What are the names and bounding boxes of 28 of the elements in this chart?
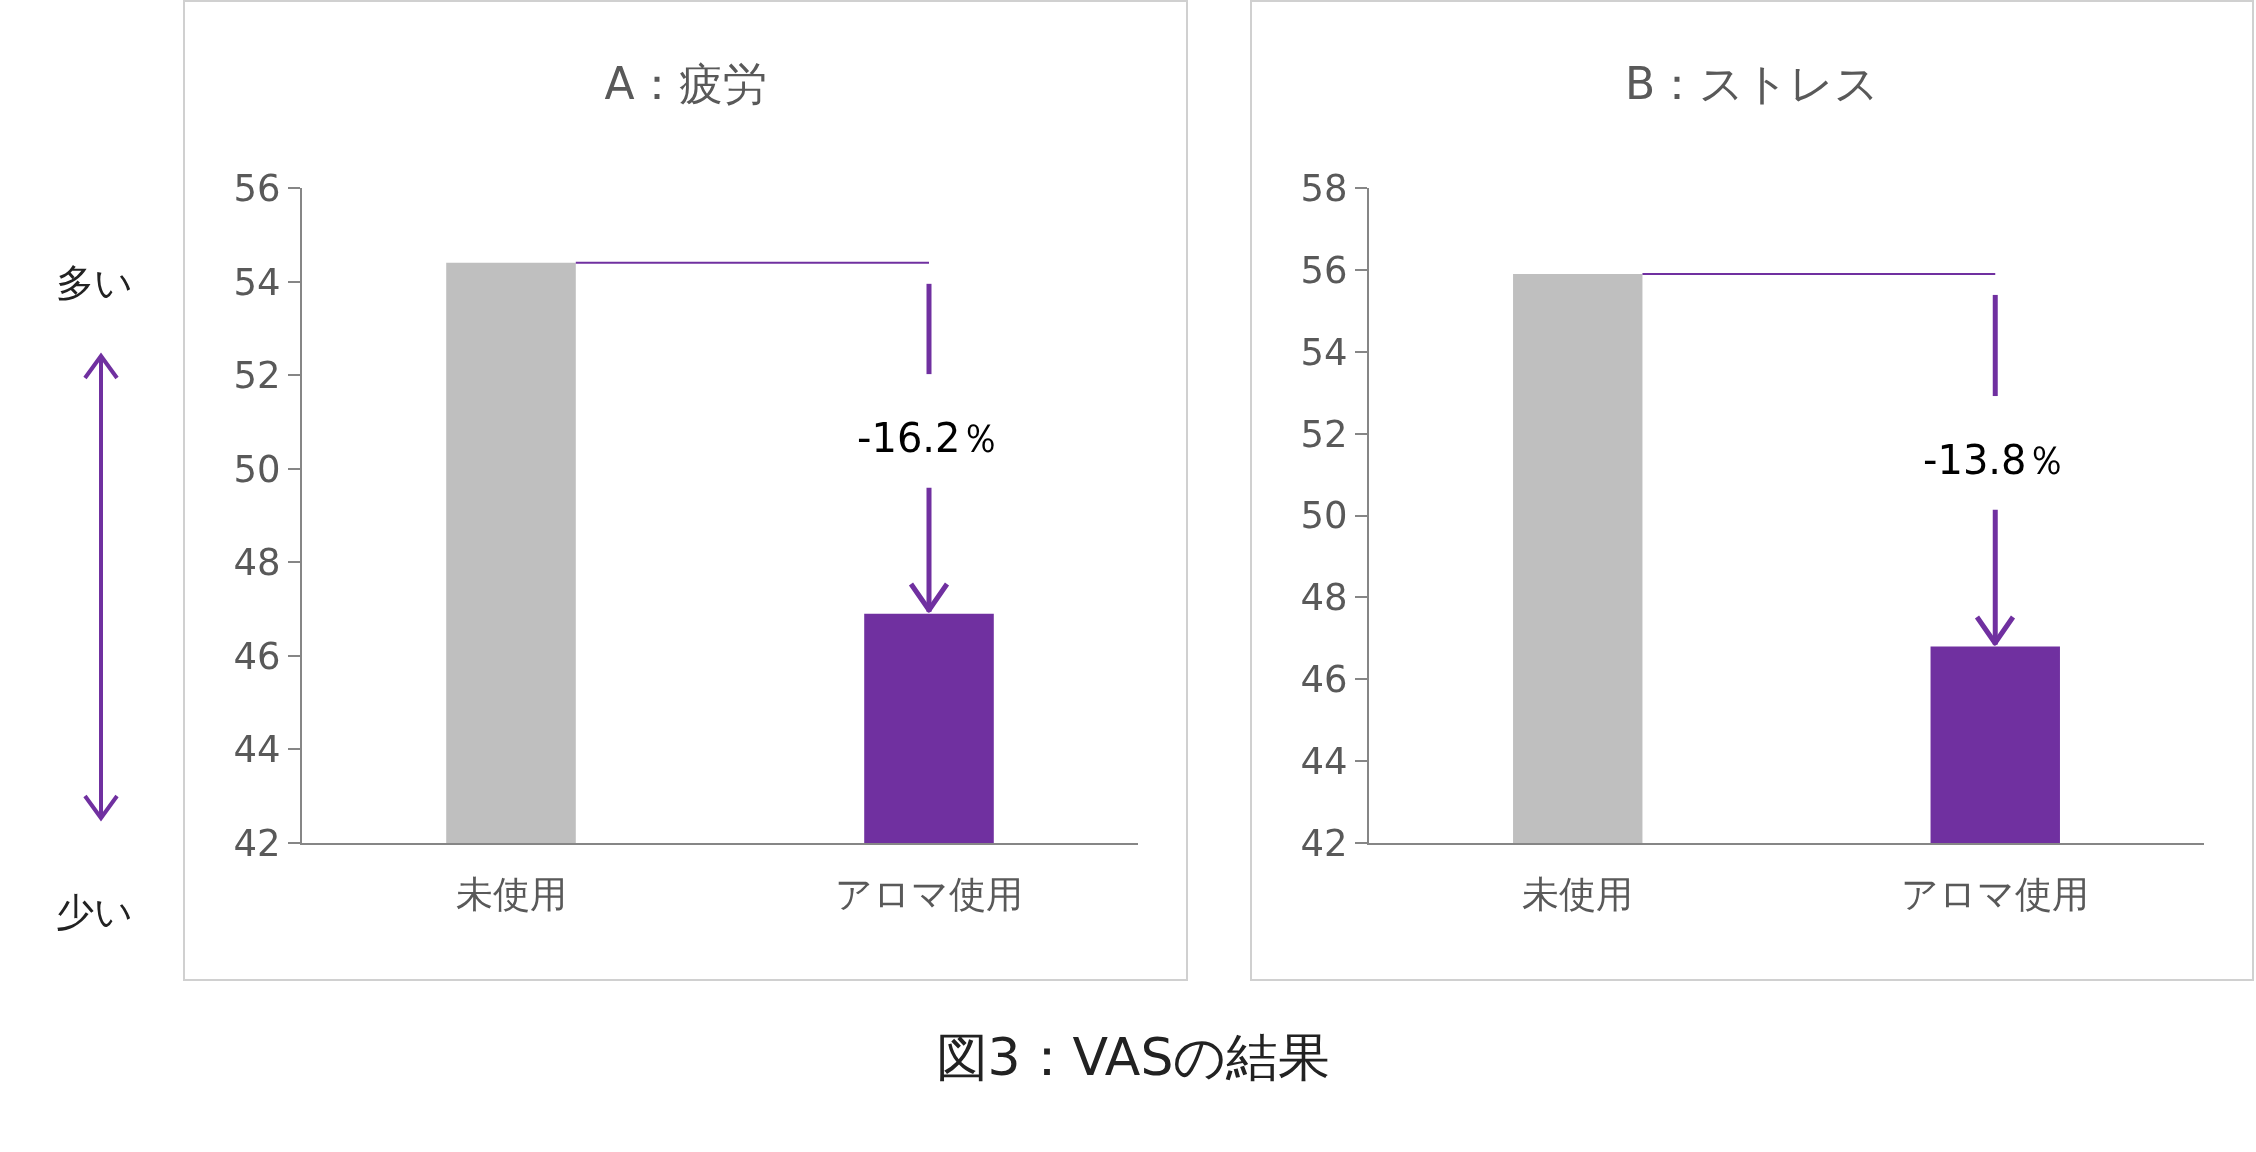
x-tick-label: アロマ使用 [835,873,1023,917]
y-tick-label: 54 [233,260,281,304]
y-tick-label: 52 [233,354,281,398]
y-tick-label: 58 [1300,166,1348,210]
chart-title: A：疲労 [604,58,767,110]
y-tick-label: 54 [1300,330,1348,374]
y-tick-label: 56 [1300,248,1348,292]
y-tick-label: 46 [1300,658,1348,702]
x-tick-label: アロマ使用 [1901,873,2090,917]
chart-title: B：ストレス [1624,58,1880,110]
y-tick-label: 46 [233,634,281,678]
y-tick-label: 52 [1300,412,1348,456]
y-tick-label: 44 [1300,740,1348,784]
text: 多い [55,259,133,307]
y-tick-label: 50 [233,447,281,491]
caption: 図3：VASの結果 [935,1026,1331,1089]
annotation: -16.2％ [857,415,1001,461]
text: 少い [55,888,133,936]
y-tick-label: 48 [233,541,281,585]
x-tick-label: 未使用 [1522,873,1634,917]
y-tick-label: 42 [1300,821,1348,865]
annotation: -13.8％ [1923,437,2067,483]
y-tick-label: 48 [1300,576,1348,620]
x-tick-label: 未使用 [455,873,567,917]
y-tick-label: 44 [233,728,281,772]
y-tick-label: 42 [233,821,281,865]
y-tick-label: 56 [233,166,281,210]
y-tick-label: 50 [1300,494,1348,538]
